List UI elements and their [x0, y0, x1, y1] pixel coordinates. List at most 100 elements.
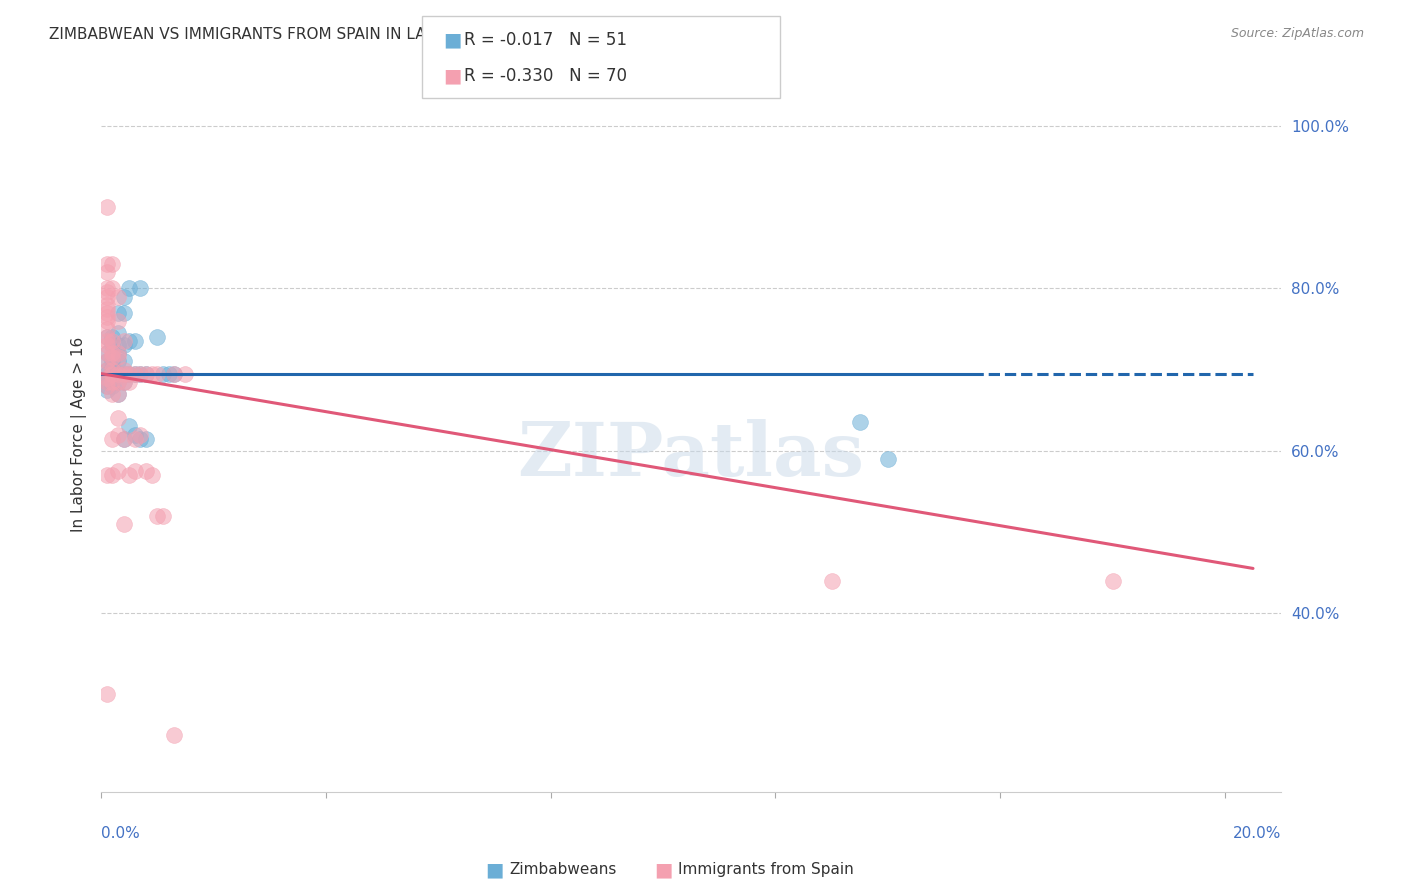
- Text: ■: ■: [654, 860, 672, 880]
- Point: [107, 367, 129, 381]
- Point: [107, 346, 129, 360]
- Point: [96, 468, 118, 483]
- Point: [118, 281, 141, 295]
- Point: [112, 516, 135, 531]
- Point: [96, 362, 118, 376]
- Point: [152, 367, 174, 381]
- Point: [101, 432, 124, 446]
- Point: [96, 362, 118, 376]
- Point: [107, 338, 129, 352]
- Point: [124, 367, 146, 381]
- Point: [112, 367, 135, 381]
- Point: [96, 346, 118, 360]
- Point: [124, 367, 146, 381]
- Point: [107, 387, 129, 401]
- Point: [96, 687, 118, 701]
- Point: [1101, 574, 1123, 588]
- Point: [101, 334, 124, 349]
- Point: [101, 468, 124, 483]
- Point: [96, 367, 118, 381]
- Text: ■: ■: [443, 30, 461, 50]
- Point: [96, 281, 118, 295]
- Point: [174, 367, 197, 381]
- Point: [129, 427, 152, 442]
- Point: [107, 289, 129, 303]
- Point: [112, 432, 135, 446]
- Point: [96, 314, 118, 328]
- Point: [96, 330, 118, 344]
- Point: [107, 367, 129, 381]
- Point: [101, 375, 124, 389]
- Point: [107, 326, 129, 340]
- Point: [101, 354, 124, 368]
- Point: [96, 289, 118, 303]
- Point: [129, 281, 152, 295]
- Point: [157, 367, 180, 381]
- Point: [101, 257, 124, 271]
- Point: [820, 574, 842, 588]
- Point: [101, 367, 124, 381]
- Point: [141, 468, 163, 483]
- Point: [96, 334, 118, 349]
- Point: [107, 306, 129, 320]
- Point: [96, 322, 118, 336]
- Point: [101, 351, 124, 365]
- Point: [101, 338, 124, 352]
- Point: [101, 359, 124, 373]
- Point: [107, 375, 129, 389]
- Point: [101, 362, 124, 376]
- Point: [101, 375, 124, 389]
- Point: [118, 468, 141, 483]
- Point: [101, 362, 124, 376]
- Point: [124, 432, 146, 446]
- Point: [163, 367, 186, 381]
- Point: [96, 375, 118, 389]
- Point: [101, 330, 124, 344]
- Point: [96, 346, 118, 360]
- Point: [96, 265, 118, 279]
- Text: 20.0%: 20.0%: [1233, 826, 1281, 841]
- Text: Immigrants from Spain: Immigrants from Spain: [678, 863, 853, 877]
- Point: [146, 330, 169, 344]
- Point: [107, 375, 129, 389]
- Text: 0.0%: 0.0%: [101, 826, 139, 841]
- Text: ZIPatlas: ZIPatlas: [517, 419, 865, 492]
- Point: [135, 367, 157, 381]
- Point: [96, 379, 118, 393]
- Point: [118, 367, 141, 381]
- Point: [124, 427, 146, 442]
- Text: R = -0.330   N = 70: R = -0.330 N = 70: [464, 67, 627, 85]
- Point: [96, 375, 118, 389]
- Point: [107, 387, 129, 401]
- Point: [124, 464, 146, 478]
- Point: [107, 354, 129, 368]
- Point: [112, 432, 135, 446]
- Point: [146, 508, 169, 523]
- Text: ZIMBABWEAN VS IMMIGRANTS FROM SPAIN IN LABOR FORCE | AGE > 16 CORRELATION CHART: ZIMBABWEAN VS IMMIGRANTS FROM SPAIN IN L…: [49, 27, 773, 43]
- Point: [112, 289, 135, 303]
- Point: [96, 301, 118, 316]
- Point: [96, 370, 118, 384]
- Point: [112, 362, 135, 376]
- Point: [876, 451, 898, 466]
- Point: [107, 427, 129, 442]
- Point: [107, 411, 129, 425]
- Point: [135, 432, 157, 446]
- Y-axis label: In Labor Force | Age > 16: In Labor Force | Age > 16: [72, 337, 87, 533]
- Point: [101, 367, 124, 381]
- Point: [129, 367, 152, 381]
- Point: [118, 375, 141, 389]
- Point: [135, 464, 157, 478]
- Point: [118, 334, 141, 349]
- Point: [152, 508, 174, 523]
- Point: [96, 370, 118, 384]
- Point: [107, 346, 129, 360]
- Point: [96, 383, 118, 397]
- Point: [118, 419, 141, 434]
- Point: [112, 334, 135, 349]
- Text: ■: ■: [485, 860, 503, 880]
- Text: ■: ■: [443, 66, 461, 86]
- Point: [112, 338, 135, 352]
- Point: [107, 464, 129, 478]
- Point: [101, 387, 124, 401]
